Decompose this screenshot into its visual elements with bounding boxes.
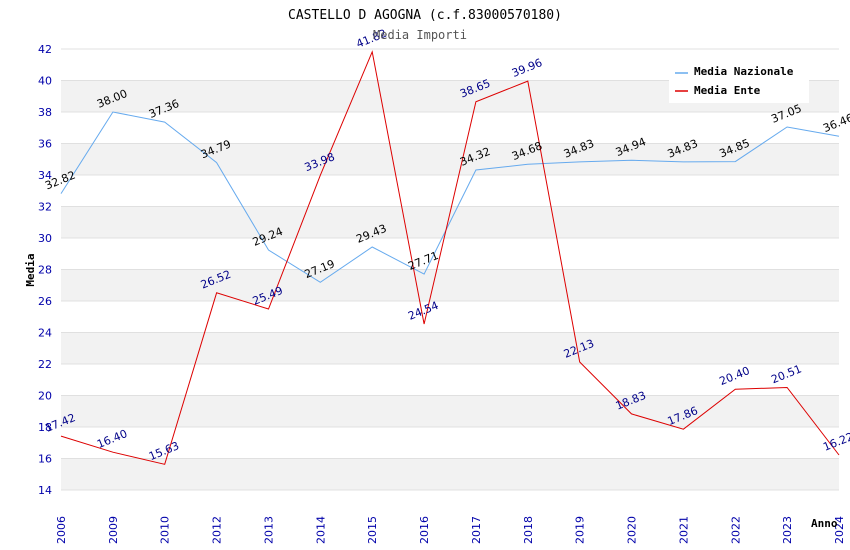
legend-label-media-ente: Media Ente	[694, 84, 761, 97]
grid-band	[61, 112, 839, 144]
y-axis-label: Media	[24, 253, 37, 286]
legend-label-media-nazionale: Media Nazionale	[694, 65, 794, 78]
x-tick-label: 2014	[314, 516, 327, 544]
grid-band	[61, 458, 839, 490]
y-tick-label: 32	[38, 201, 52, 214]
grid-band	[61, 332, 839, 364]
x-tick-label: 2009	[107, 516, 120, 544]
y-tick-label: 36	[38, 138, 52, 151]
grid-band	[61, 395, 839, 427]
y-tick-label: 16	[38, 453, 52, 466]
x-axis-label: Anno	[811, 517, 838, 530]
chart-subtitle: Media Importi	[373, 28, 467, 42]
y-tick-label: 38	[38, 106, 52, 119]
x-tick-label: 2022	[729, 516, 742, 544]
y-tick-label: 22	[38, 358, 52, 371]
x-tick-label: 2017	[470, 516, 483, 544]
y-tick-label: 26	[38, 295, 52, 308]
y-tick-label: 18	[38, 421, 52, 434]
x-tick-label: 2013	[262, 516, 275, 544]
y-tick-label: 34	[38, 169, 52, 182]
series-lines	[60, 50, 840, 465]
y-tick-label: 24	[38, 327, 52, 340]
grid-band	[61, 175, 839, 207]
x-tick-label: 2023	[781, 516, 794, 544]
grid-band	[61, 143, 839, 175]
x-tick-label: 2018	[522, 516, 535, 544]
series-line-media-nazionale	[60, 111, 840, 283]
grid-band	[61, 427, 839, 459]
x-tick-label: 2024	[833, 516, 846, 544]
x-tick-label: 2020	[626, 516, 639, 544]
y-tick-label: 20	[38, 390, 52, 403]
x-tick-label: 2006	[55, 516, 68, 544]
x-tick-label: 2012	[211, 516, 224, 544]
x-tick-label: 2010	[159, 516, 172, 544]
y-tick-label: 40	[38, 75, 52, 88]
grid-band	[61, 269, 839, 301]
series-line-media-ente	[60, 50, 840, 465]
grid-band	[61, 238, 839, 270]
y-tick-label: 30	[38, 232, 52, 245]
legend: Media Nazionale Media Ente	[669, 59, 809, 103]
chart-title: CASTELLO D AGOGNA (c.f.83000570180)	[288, 8, 562, 23]
grid-bands	[61, 48, 839, 491]
x-tick-label: 2019	[574, 516, 587, 544]
legend-box	[669, 59, 809, 103]
grid-band	[61, 301, 839, 333]
y-tick-label: 28	[38, 264, 52, 277]
x-tick-label: 2016	[418, 516, 431, 544]
x-tick-label: 2015	[366, 516, 379, 544]
y-tick-label: 14	[38, 484, 52, 497]
x-tick-label: 2021	[677, 516, 690, 544]
y-tick-label: 42	[38, 43, 52, 56]
